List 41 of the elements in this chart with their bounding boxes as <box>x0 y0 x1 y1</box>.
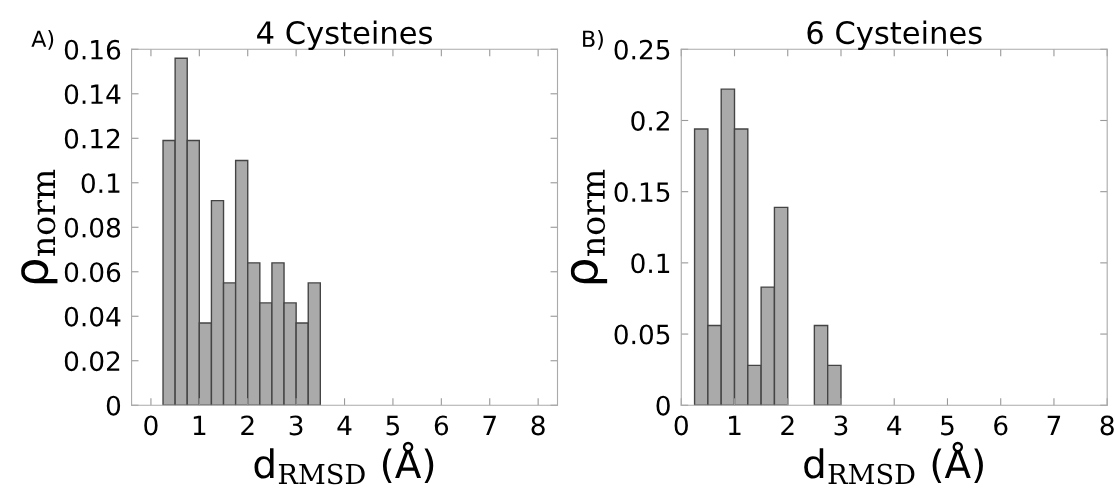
y-axis-title: ρ$_{norm}$ <box>570 169 608 284</box>
text: A) <box>31 29 54 50</box>
y-tick-label: 0.25 <box>614 39 670 60</box>
x-tick-label: 8 <box>1100 415 1114 436</box>
x-tick-label: 0 <box>144 415 158 436</box>
y-tick-label: 0.16 <box>64 39 121 60</box>
x-tick-label: 7 <box>483 415 496 436</box>
x-tick-label: 4 <box>337 415 352 436</box>
x-tick-label: 2 <box>781 415 794 436</box>
y-tick-label: 0.06 <box>64 262 121 283</box>
y-axis-title: ρ$_{norm}$ <box>21 169 58 284</box>
x-tick-label: 0 <box>674 415 688 436</box>
y-tick-label: 0.08 <box>64 217 121 238</box>
x-tick-label: 3 <box>289 415 303 436</box>
y-tick-label: 0.15 <box>614 182 670 203</box>
y-tick-label: 0.05 <box>614 324 670 345</box>
chart-title: 6 Cysteines <box>807 20 982 51</box>
y-tick-label: 0.1 <box>631 253 670 274</box>
y-tick-label: 0.04 <box>64 306 121 327</box>
x-tick-label: 1 <box>729 415 741 436</box>
x-tick-label: 5 <box>941 415 954 436</box>
chart-title: 4 Cysteines <box>257 20 432 51</box>
x-tick-label: 6 <box>994 415 1008 436</box>
x-tick-label: 7 <box>1047 415 1061 436</box>
y-tick-label: 0 <box>106 395 121 416</box>
y-tick-label: 0 <box>656 395 670 416</box>
y-tick-label: 0.02 <box>64 351 120 372</box>
x-tick-label: 1 <box>193 415 206 436</box>
x-axis-title: d$_{RMSD}$ (Å) <box>254 441 434 485</box>
x-tick-label: 8 <box>531 415 545 436</box>
x-tick-label: 6 <box>434 415 449 436</box>
y-tick-label: 0.2 <box>631 110 669 131</box>
text: B) <box>583 29 603 50</box>
x-tick-label: 5 <box>386 415 400 436</box>
x-tick-label: 3 <box>834 415 848 436</box>
y-tick-label: 0.14 <box>64 84 121 105</box>
x-tick-label: 4 <box>887 415 902 436</box>
y-tick-label: 0.12 <box>64 128 120 149</box>
x-axis-title: d$_{RMSD}$ (Å) <box>804 441 983 485</box>
x-tick-label: 2 <box>241 415 254 436</box>
y-tick-label: 0.1 <box>81 173 120 194</box>
